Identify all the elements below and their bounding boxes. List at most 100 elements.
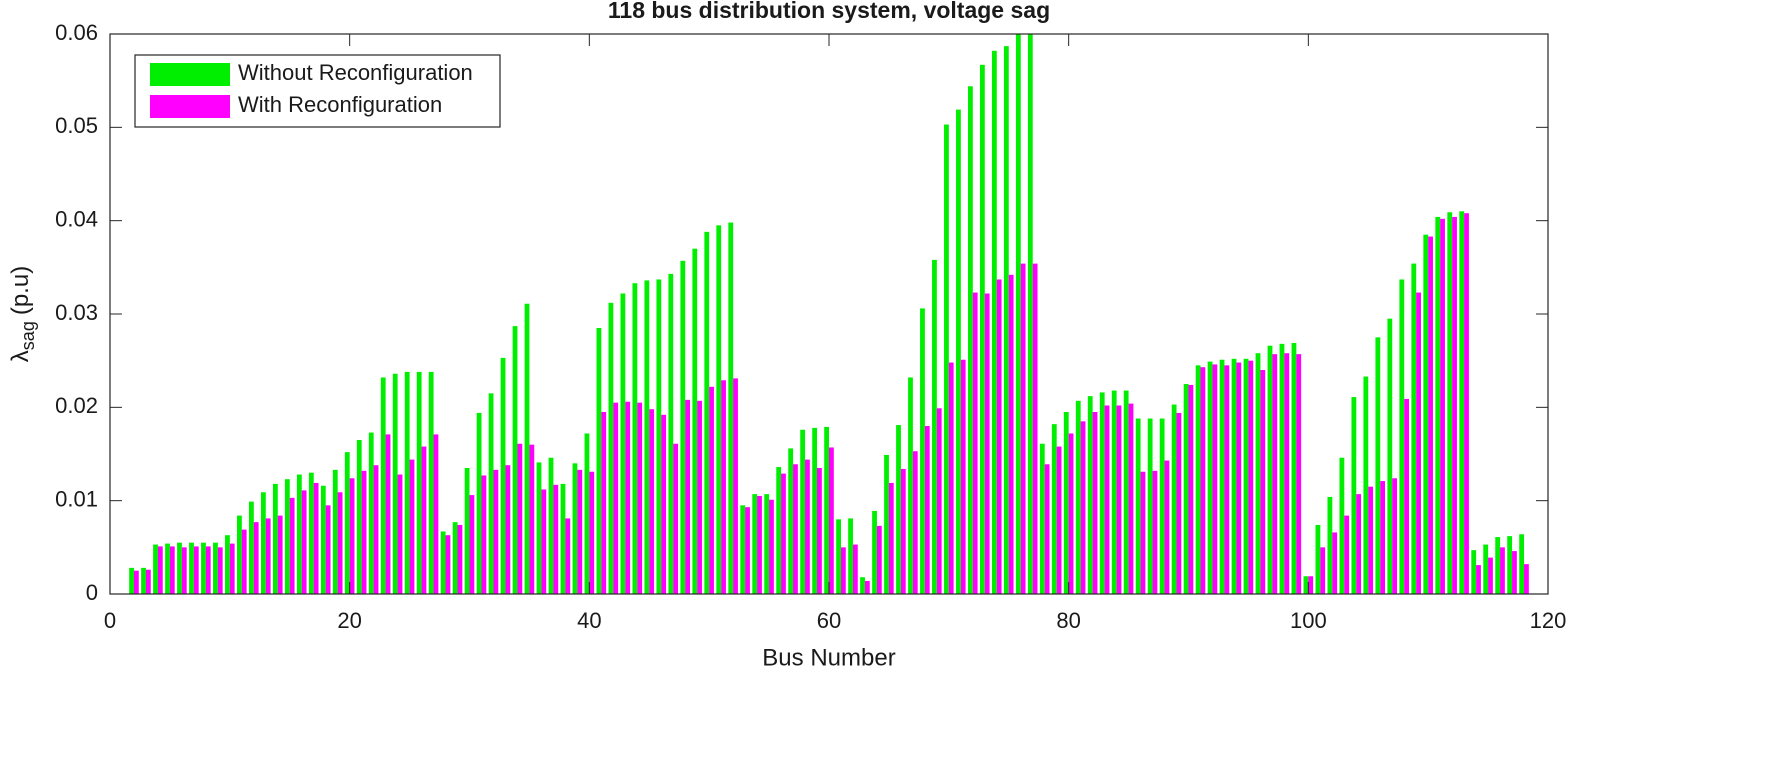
y-tick-label: 0.01 xyxy=(55,486,98,511)
bar xyxy=(1063,412,1069,594)
legend-swatch xyxy=(150,63,230,86)
x-axis-label: Bus Number xyxy=(762,644,895,671)
y-tick-label: 0 xyxy=(86,580,98,605)
bar xyxy=(356,440,362,594)
bar xyxy=(141,567,146,594)
bar xyxy=(781,473,786,594)
bar xyxy=(996,279,1002,594)
bar xyxy=(529,444,535,594)
x-tick-label: 100 xyxy=(1290,608,1327,633)
bar xyxy=(553,484,559,594)
bar xyxy=(368,432,374,594)
bar xyxy=(1243,358,1249,594)
bar xyxy=(1200,367,1206,594)
bar xyxy=(991,50,997,595)
bar xyxy=(1303,576,1309,594)
bar xyxy=(764,494,770,594)
bar xyxy=(572,463,578,594)
bar xyxy=(433,434,439,594)
bar xyxy=(464,468,470,594)
bar xyxy=(1003,46,1009,594)
bar xyxy=(213,542,218,594)
bar xyxy=(1188,384,1194,594)
bar xyxy=(908,377,913,594)
bar xyxy=(457,524,463,594)
bar xyxy=(277,515,283,594)
bar xyxy=(1255,353,1261,594)
bar xyxy=(733,378,738,594)
bar xyxy=(253,522,259,594)
bar xyxy=(560,483,566,594)
bar xyxy=(1308,576,1314,594)
bar xyxy=(205,546,211,594)
bar xyxy=(1020,263,1026,594)
bar xyxy=(181,547,187,594)
bar xyxy=(512,326,518,594)
bar xyxy=(541,489,547,594)
bar xyxy=(1272,354,1278,594)
bar xyxy=(1056,446,1062,594)
bar xyxy=(1075,400,1081,594)
y-tick-label: 0.05 xyxy=(55,113,98,138)
bar xyxy=(1387,318,1393,594)
bar xyxy=(1404,398,1409,594)
bar xyxy=(1068,433,1074,594)
bar xyxy=(229,543,235,594)
bar xyxy=(421,446,427,594)
bar xyxy=(620,293,626,594)
bar xyxy=(337,492,343,594)
bar xyxy=(201,542,206,594)
bar xyxy=(1447,212,1453,594)
bar xyxy=(1123,390,1129,594)
x-tick-label: 80 xyxy=(1056,608,1080,633)
bar xyxy=(1099,392,1105,594)
bar xyxy=(769,499,774,594)
bar xyxy=(1320,547,1326,594)
bar xyxy=(536,462,542,594)
bar xyxy=(829,447,834,594)
bar xyxy=(824,426,829,594)
bar xyxy=(488,393,494,594)
bar xyxy=(1015,34,1021,594)
legend-swatch xyxy=(150,95,230,118)
bar xyxy=(193,546,199,594)
bar xyxy=(979,64,985,595)
bar xyxy=(668,273,674,594)
bar xyxy=(1140,471,1146,594)
bar xyxy=(776,467,782,594)
bar xyxy=(852,544,858,594)
bar xyxy=(1111,390,1117,594)
bar xyxy=(948,362,954,594)
bar xyxy=(872,510,877,594)
bar xyxy=(649,409,655,594)
bar xyxy=(613,402,619,594)
bar xyxy=(1039,443,1045,594)
bar xyxy=(788,448,794,594)
bar xyxy=(876,525,882,594)
bar xyxy=(548,457,554,594)
bar xyxy=(740,505,746,594)
bar xyxy=(1152,470,1158,594)
bar xyxy=(129,567,134,594)
legend-label: Without Reconfiguration xyxy=(238,60,473,85)
bar xyxy=(1116,405,1122,594)
bar xyxy=(1339,457,1345,594)
bar xyxy=(177,542,182,594)
bar xyxy=(1344,515,1350,594)
bar xyxy=(596,328,602,594)
bar xyxy=(1279,343,1285,594)
bar xyxy=(1464,213,1469,594)
bar xyxy=(225,535,230,594)
bar xyxy=(716,225,722,595)
bar xyxy=(272,483,278,594)
bar xyxy=(1267,345,1273,594)
bar xyxy=(1332,532,1338,594)
bar xyxy=(601,412,607,594)
bar xyxy=(409,459,415,594)
bar xyxy=(500,357,506,594)
bar xyxy=(301,490,307,594)
bar xyxy=(1183,384,1189,594)
bar xyxy=(836,519,841,594)
bar xyxy=(517,443,523,594)
bar xyxy=(265,518,271,594)
